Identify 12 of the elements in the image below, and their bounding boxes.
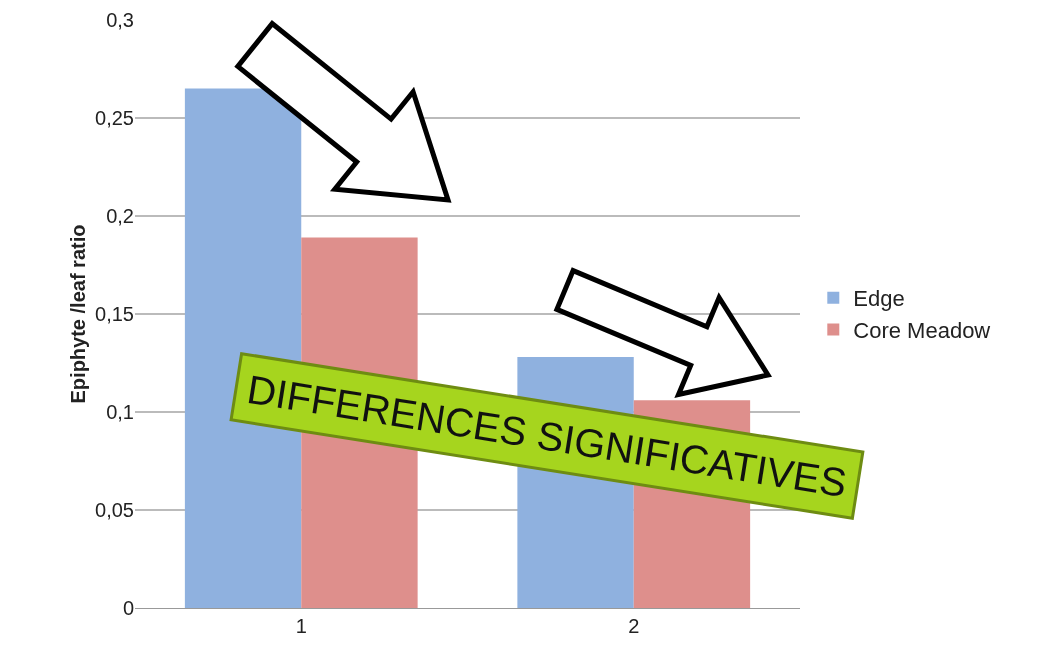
legend-label: Core Meadow — [853, 317, 991, 343]
y-tick-label: 0,2 — [106, 205, 134, 227]
y-tick-label: 0,1 — [106, 401, 134, 423]
y-tick-label: 0,05 — [95, 499, 134, 521]
y-tick-label: 0,25 — [95, 107, 134, 129]
x-tick-label: 2 — [628, 615, 640, 637]
y-tick-label: 0,3 — [106, 9, 134, 31]
x-tick-label: 1 — [295, 615, 307, 637]
y-tick-label: 0 — [122, 597, 134, 619]
legend-label: Edge — [853, 286, 905, 312]
y-axis-title: Epiphyte /leaf ratio — [67, 224, 89, 404]
y-tick-label: 0,15 — [95, 303, 134, 325]
